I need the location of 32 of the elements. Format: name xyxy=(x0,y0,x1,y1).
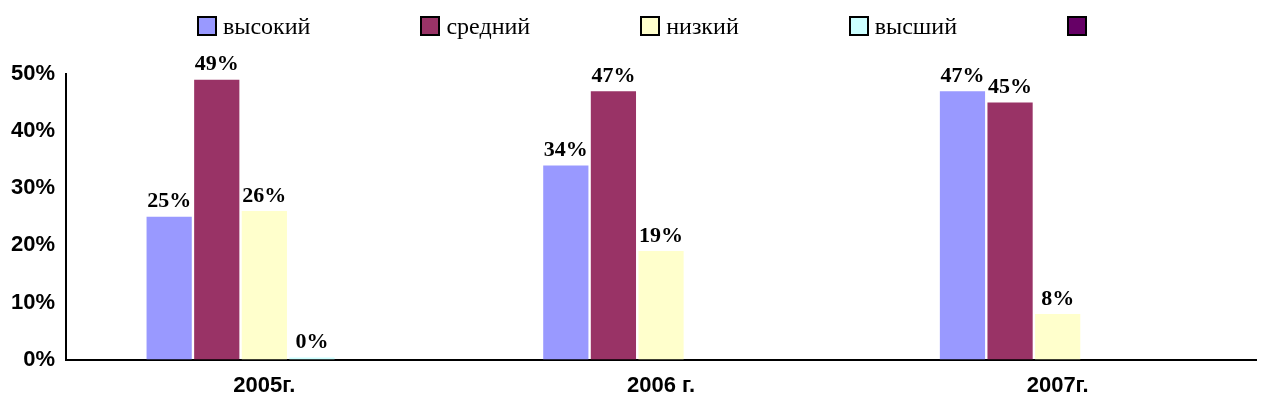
data-label: 49% xyxy=(194,50,239,76)
y-tick-label: 10% xyxy=(10,288,56,314)
x-tick-label: 2007г. xyxy=(1026,371,1089,397)
y-tick-label: 0% xyxy=(23,345,56,371)
bar xyxy=(146,216,192,360)
legend-label: средний xyxy=(446,12,531,40)
legend-label: низкий xyxy=(666,12,739,40)
y-tick-label: 20% xyxy=(10,231,56,257)
bar xyxy=(543,165,589,360)
x-tick-label: 2005г. xyxy=(233,371,296,397)
y-tick-label: 40% xyxy=(10,117,56,143)
data-label: 47% xyxy=(591,61,636,87)
bar xyxy=(987,102,1033,360)
bar xyxy=(638,251,684,360)
legend-label: высший xyxy=(874,12,957,40)
legend-label: высокий xyxy=(223,12,311,40)
data-label: 47% xyxy=(940,61,985,87)
data-label: 26% xyxy=(242,181,287,207)
bar xyxy=(194,79,240,360)
bar xyxy=(241,211,287,360)
data-label: 19% xyxy=(639,221,684,247)
data-label: 45% xyxy=(988,73,1033,99)
y-tick-label: 30% xyxy=(10,174,56,200)
data-label: 0% xyxy=(295,328,329,354)
data-label: 34% xyxy=(543,136,588,162)
bar xyxy=(1035,313,1081,360)
x-tick-label: 2006 г. xyxy=(626,371,696,397)
bar xyxy=(939,91,986,360)
data-label: 25% xyxy=(147,187,192,213)
bar xyxy=(590,91,637,360)
data-label: 8% xyxy=(1041,284,1075,310)
y-tick-label: 50% xyxy=(10,60,56,86)
